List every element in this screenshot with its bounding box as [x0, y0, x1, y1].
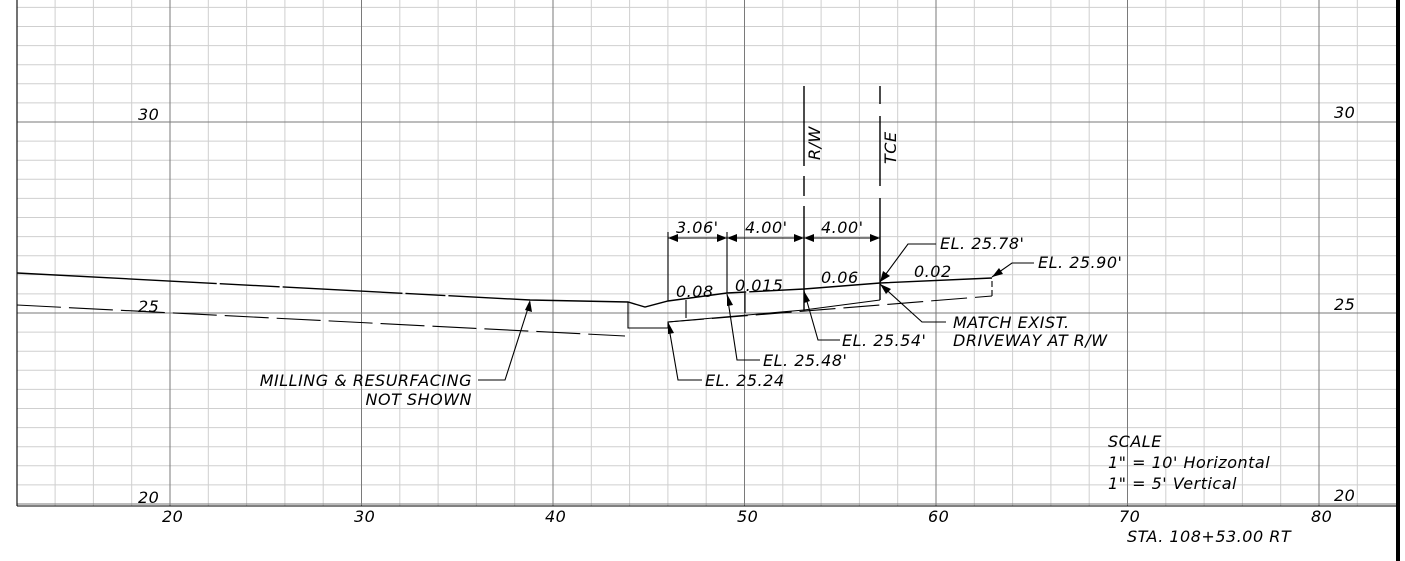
leader-match-exist [879, 283, 946, 323]
y-label-left-30: 30 [138, 105, 159, 124]
arrow-el-25-48 [727, 294, 733, 306]
slope-0-015: 0.015 [735, 276, 783, 295]
el-25-78: EL. 25.78' [940, 234, 1024, 253]
dim-arrow-1 [668, 234, 678, 242]
y-label-right-25: 25 [1334, 295, 1355, 314]
leader-el-25-24 [667, 321, 702, 381]
dim-4-00-a: 4.00' [745, 218, 788, 237]
leader-el-25-54 [803, 290, 840, 341]
x-label-80: 80 [1311, 507, 1332, 526]
major-grid [17, 0, 1397, 506]
leader-el-25-48 [726, 293, 760, 361]
x-label-40: 40 [545, 507, 566, 526]
scale-horizontal: 1" = 10' Horizontal [1108, 453, 1270, 472]
y-label-left-25: 25 [138, 297, 159, 316]
leader-milling [478, 301, 531, 381]
rw-label: R/W [805, 125, 824, 160]
arrow-milling [525, 300, 532, 312]
match-exist-line1: MATCH EXIST. [953, 313, 1070, 332]
tce-label: TCE [881, 131, 900, 164]
minor-grid [17, 0, 1397, 506]
slope-0-02: 0.02 [914, 262, 952, 281]
el-25-48: EL. 25.48' [763, 351, 847, 370]
arrow-match-exist [880, 284, 891, 294]
dim-arrow-3a [794, 234, 804, 242]
slope-0-08: 0.08 [676, 282, 714, 301]
match-exist-line2: DRIVEWAY AT R/W [953, 331, 1108, 350]
dim-arrow-2b [727, 234, 737, 242]
x-label-20: 20 [162, 507, 183, 526]
x-label-70: 70 [1119, 507, 1140, 526]
arrow-el-25-24 [668, 322, 674, 334]
station-label: STA. 108+53.00 RT [1127, 527, 1292, 546]
scale-title: SCALE [1108, 432, 1162, 451]
arrow-el-25-90 [992, 268, 1003, 277]
milling-line2: NOT SHOWN [366, 390, 473, 409]
slope-0-06: 0.06 [821, 268, 859, 287]
x-label-50: 50 [737, 507, 758, 526]
el-25-54: EL. 25.54' [842, 331, 926, 350]
arrow-el-25-54 [804, 291, 810, 303]
driveway-edge [627, 299, 881, 329]
dim-arrow-3b [804, 234, 814, 242]
existing-ground-line [16, 304, 626, 337]
el-25-24: EL. 25.24 [705, 371, 785, 390]
y-label-left-20: 20 [138, 488, 159, 507]
scale-vertical: 1" = 5' Vertical [1108, 474, 1237, 493]
dim-4-00-b: 4.00' [821, 218, 864, 237]
dim-arrow-4 [870, 234, 880, 242]
arrow-el-25-78 [880, 271, 890, 282]
x-label-30: 30 [354, 507, 375, 526]
y-label-right-20: 20 [1334, 486, 1355, 505]
x-label-60: 60 [928, 507, 949, 526]
el-25-90: EL. 25.90' [1038, 253, 1122, 272]
leader-el-25-78 [879, 243, 936, 283]
y-label-right-30: 30 [1334, 103, 1355, 122]
dim-3-06: 3.06' [676, 218, 719, 237]
dim-arrow-2a [717, 234, 727, 242]
milling-line1: MILLING & RESURFACING [260, 371, 472, 390]
